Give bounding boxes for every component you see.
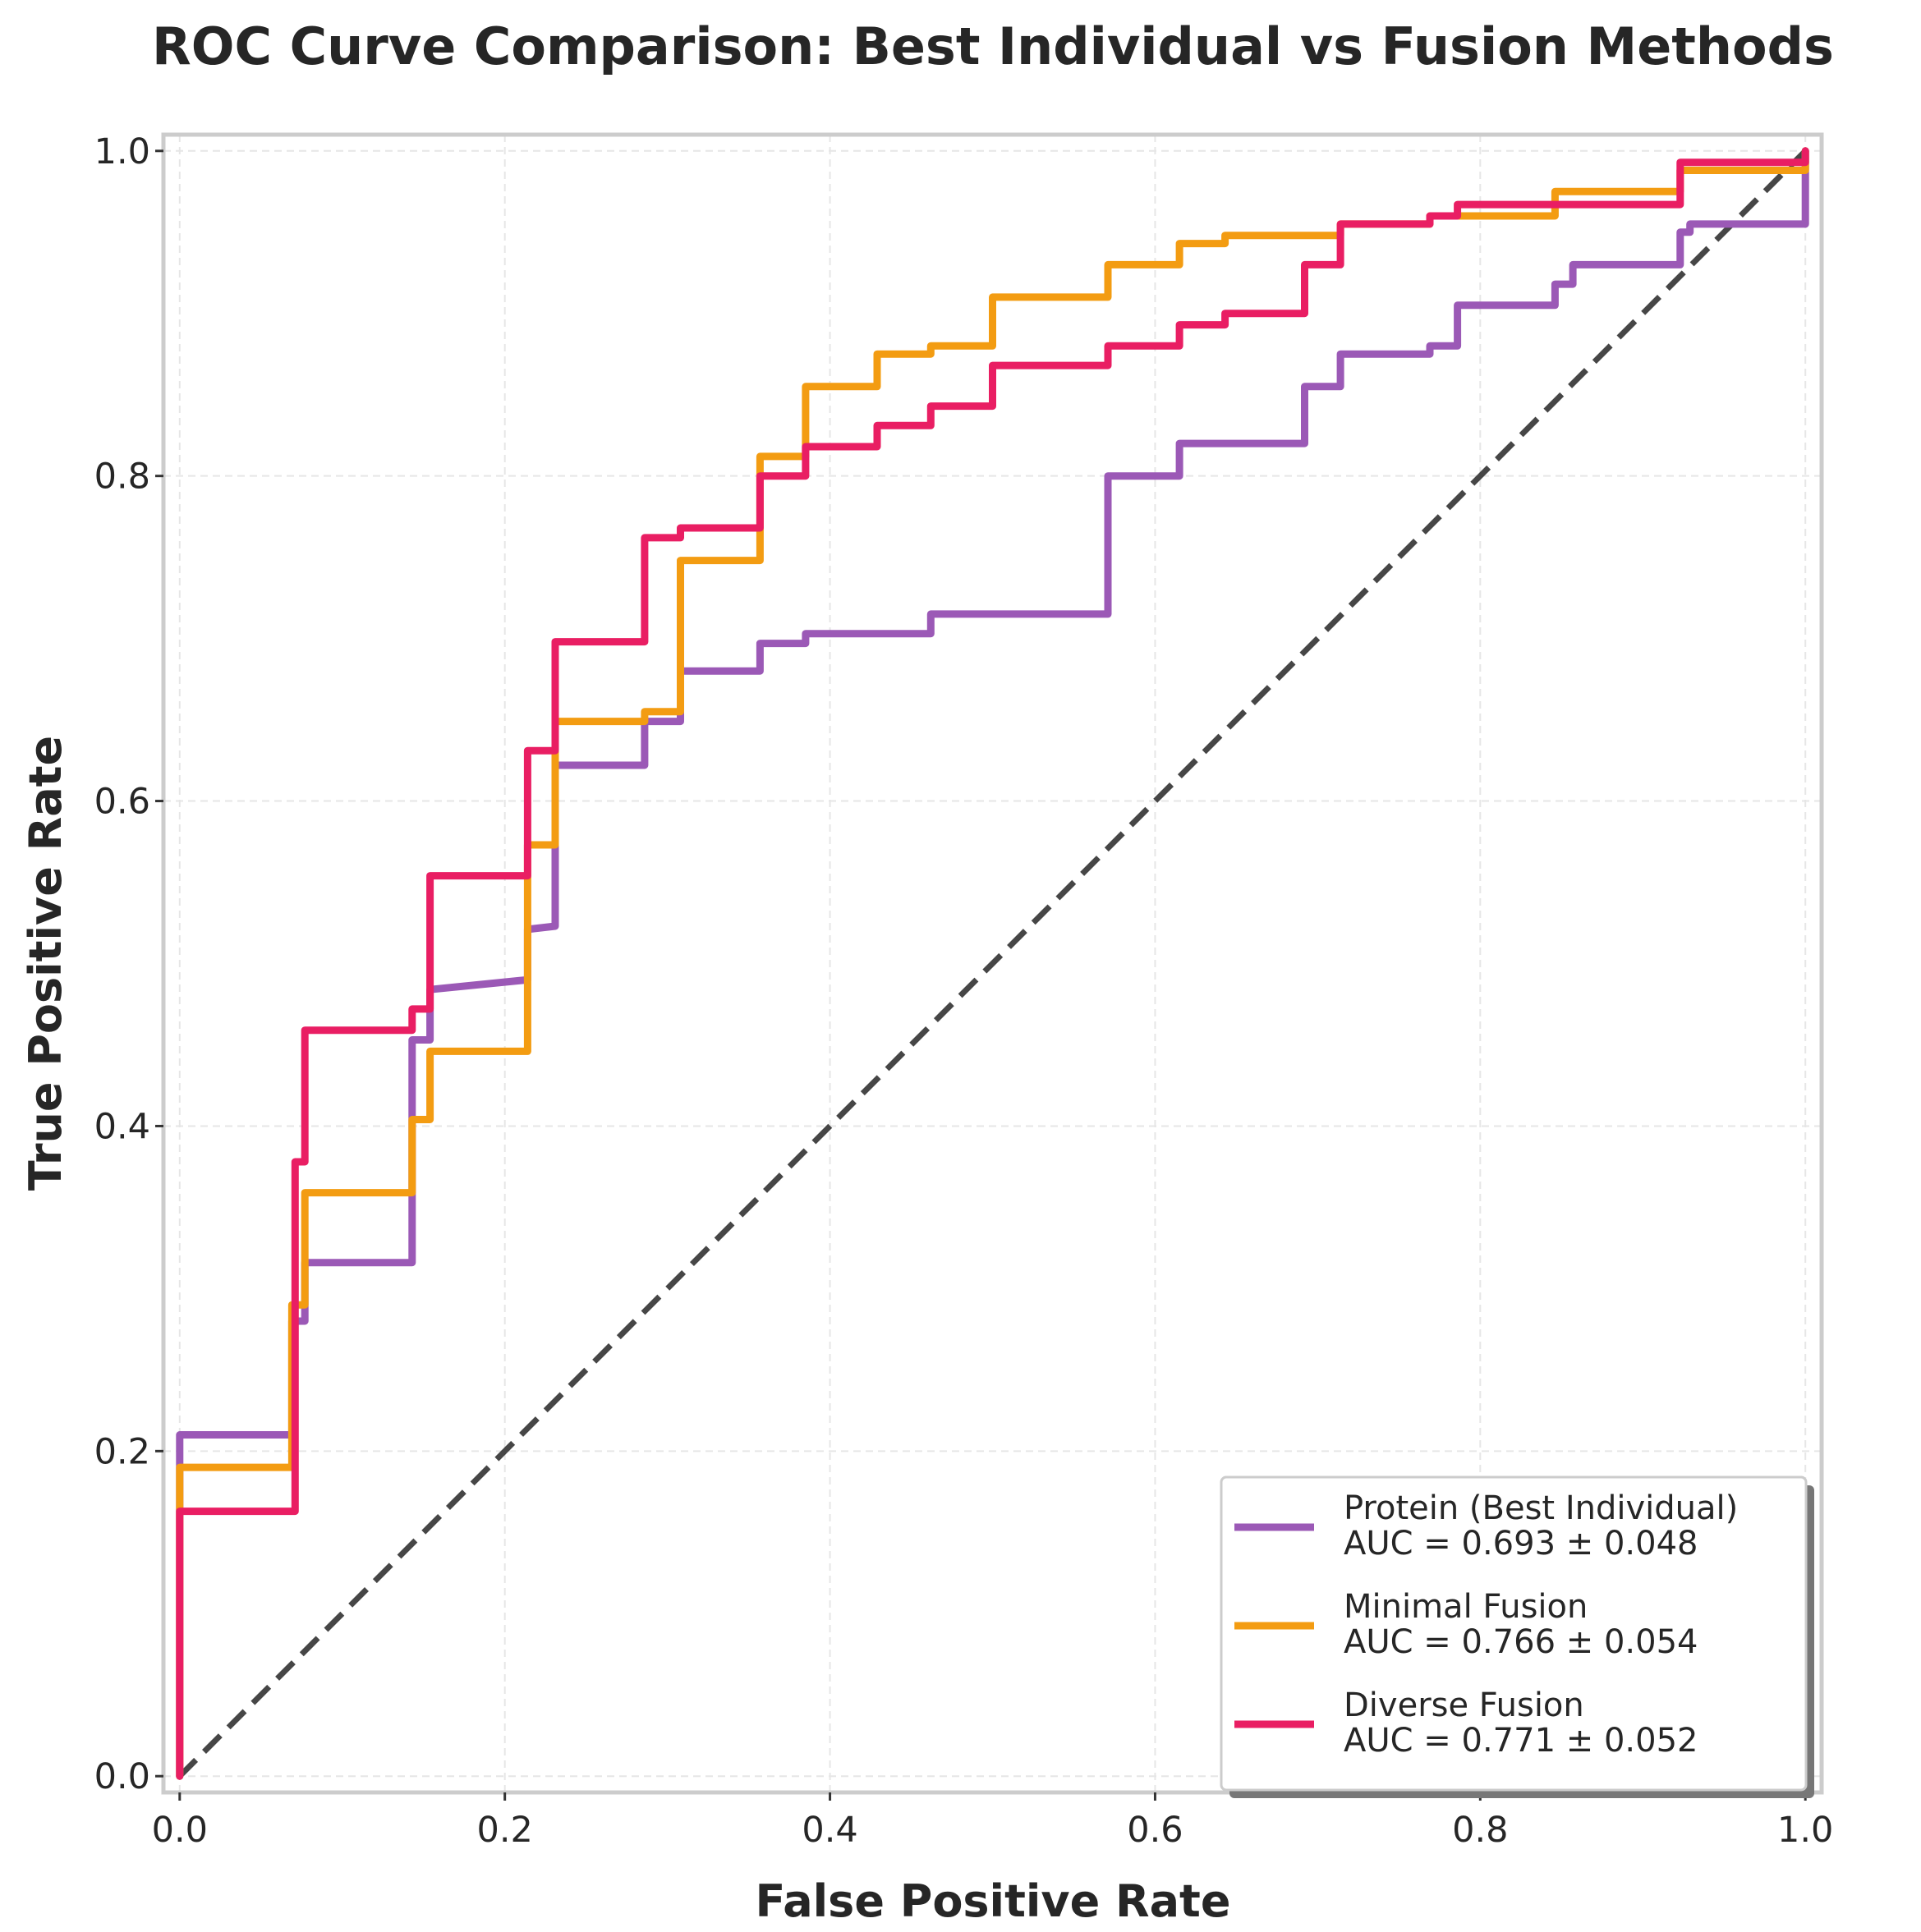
y-tick-label-1: 0.2 <box>94 1431 150 1472</box>
legend-auc-minimal-fusion: AUC = 0.766 ± 0.054 <box>1344 1623 1698 1661</box>
x-tick-label-2: 0.4 <box>802 1810 857 1851</box>
legend-box <box>1220 1475 1808 1792</box>
y-axis-label: True Positive Rate <box>20 736 71 1191</box>
legend-auc-diverse-fusion: AUC = 0.771 ± 0.052 <box>1344 1722 1698 1760</box>
x-tick-label-4: 0.8 <box>1452 1810 1508 1851</box>
legend-label-diverse-fusion: Diverse Fusion <box>1344 1686 1584 1724</box>
x-tick-label-5: 1.0 <box>1777 1810 1833 1851</box>
legend-label-minimal-fusion: Minimal Fusion <box>1344 1588 1588 1626</box>
reference-line-layer <box>177 149 1808 1778</box>
x-axis-label: False Positive Rate <box>756 1875 1231 1927</box>
roc-curve-protein-best-individual <box>176 147 1809 1780</box>
x-tick-label-1: 0.2 <box>476 1810 532 1851</box>
legend-label-protein-best-individual: Protein (Best Individual) <box>1344 1489 1738 1527</box>
legend: Protein (Best Individual)AUC = 0.693 ± 0… <box>1220 1475 1814 1798</box>
x-tick-label-0: 0.0 <box>152 1810 208 1851</box>
x-axis-ticks: 0.0 0.2 0.4 0.6 0.8 1.0 <box>152 1792 1833 1851</box>
y-tick-label-3: 0.6 <box>94 782 150 823</box>
legend-auc-protein-best-individual: AUC = 0.693 ± 0.048 <box>1344 1525 1698 1563</box>
roc-curve-diverse-fusion <box>176 147 1809 1780</box>
y-tick-label-2: 0.4 <box>94 1106 150 1147</box>
legend-entries: Protein (Best Individual)AUC = 0.693 ± 0… <box>1234 1489 1738 1760</box>
chart-title: ROC Curve Comparison: Best Individual vs… <box>152 16 1834 76</box>
grid <box>163 135 1822 1792</box>
y-tick-label-0: 0.0 <box>94 1756 150 1797</box>
series-layer <box>176 147 1809 1780</box>
plot-frame <box>161 132 1824 1795</box>
x-tick-label-3: 0.6 <box>1127 1810 1183 1851</box>
y-tick-label-4: 0.8 <box>94 457 150 498</box>
random-classifier-line <box>177 149 1808 1778</box>
y-tick-label-5: 1.0 <box>94 131 150 172</box>
y-axis-ticks: 0.0 0.2 0.4 0.6 0.8 1.0 <box>94 131 163 1797</box>
